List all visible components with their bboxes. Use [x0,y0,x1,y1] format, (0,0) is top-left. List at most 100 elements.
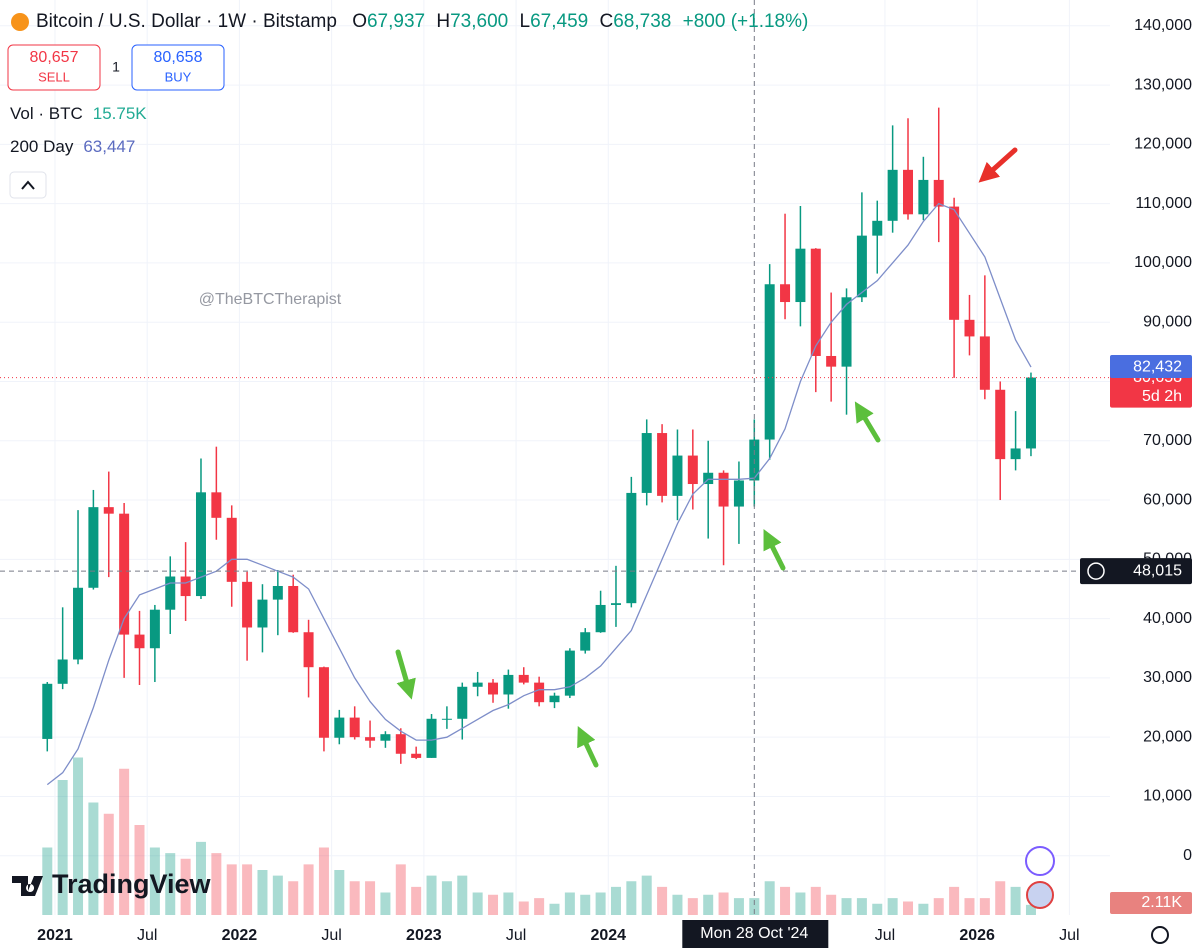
ohlc-key: H [436,11,450,32]
volume-legend-value: 15.75K [93,104,148,123]
volume-bar [841,898,852,915]
buy-box[interactable] [131,44,225,91]
candle-body [979,336,990,390]
candle-body [180,576,191,597]
candle-body [380,734,391,741]
crosshair-y-label: 48,015 [1133,562,1182,579]
candle-body [303,632,314,668]
candle-body [195,492,206,597]
volume-bar [795,892,806,915]
buy-price[interactable]: 80,658 [154,49,203,66]
candle-body [595,604,606,633]
y-tick-label: 70,000 [1143,432,1192,449]
candle-body [795,248,806,303]
volume-bar [580,894,591,915]
volume-bar [103,813,114,915]
candle-body [411,753,422,758]
volume-bar [764,881,775,915]
volume-bar [119,768,130,915]
volume-bar [826,894,837,915]
candle-body [949,206,960,320]
volume-bar [149,847,160,915]
ma-legend: 200 Day 63,447 [10,137,135,156]
volume-bar [395,864,406,915]
volume-bar [534,898,545,915]
candle-body [441,718,452,720]
x-tick-label: Jul [137,927,157,944]
volume-bar [1010,886,1021,915]
icon[interactable] [1026,881,1054,909]
sell-box[interactable] [7,44,101,91]
y-tick-label: 40,000 [1143,610,1192,627]
x-tick-label: Jul [875,927,895,944]
candle-body [641,433,652,493]
candle-body [288,585,299,633]
sell-label[interactable]: SELL [38,69,70,84]
volume-bar [242,864,253,915]
y-tick-label: 120,000 [1134,136,1192,153]
sell-price[interactable]: 80,657 [30,49,79,66]
volume-bar [687,898,698,915]
symbol-title: Bitcoin / U.S. Dollar · 1W · Bitstamp [36,11,337,32]
y-tick-label: 30,000 [1143,669,1192,686]
volume-bar [165,853,176,915]
volume-bar [134,825,145,915]
volume-bar [610,886,621,915]
candle-body [134,634,145,649]
candle-body [88,507,99,588]
candle-body [933,179,944,207]
axes: 010,00020,00030,00040,00050,00060,00070,… [37,17,1192,948]
x-tick-label: 2022 [222,927,258,944]
candle-body [226,517,237,582]
arrow [763,529,786,571]
volume-bar [349,881,360,915]
ohlc-key: C [600,11,614,32]
ohlc-value: 68,738 [613,11,671,32]
volume-bar [426,875,437,915]
volume-bar [749,898,760,915]
watermark: @TheBTCTherapist [199,291,342,308]
arrow [854,401,881,443]
ohlc-key: O [352,11,367,32]
ohlc-value: 73,600 [450,11,508,32]
volume-bar [780,886,791,915]
x-tick-label: 2023 [406,927,442,944]
candle-body [426,718,437,758]
ma-label-box [1110,355,1192,379]
candle-body [626,492,637,604]
x-tick-label: Jul [1059,927,1079,944]
collapse-button[interactable] [9,171,47,199]
candle-body [503,674,514,695]
ma-line [46,202,1032,786]
candle-body [610,603,621,605]
arrow [577,725,599,768]
icon[interactable] [1025,846,1055,876]
buy-label[interactable]: BUY [165,69,192,84]
volume-bar [488,894,499,915]
settings-icon[interactable] [1151,926,1169,944]
sell-button[interactable]: 80,657 SELL [7,44,101,91]
volume-bar [703,894,714,915]
candle-body [780,284,791,303]
price-countdown: 5d 2h [1142,388,1182,405]
candle-body [534,682,545,703]
candle-body [903,169,914,215]
volume-bar [441,881,452,915]
buy-button[interactable]: 80,658 BUY [131,44,225,91]
candle-body [549,695,560,703]
collapse-box[interactable] [9,171,47,199]
ohlc-value: 67,459 [530,11,588,32]
volume-bar [334,870,345,915]
ohlc-key: L [520,11,531,32]
candle-body [73,587,84,660]
volume-bar [180,858,191,915]
candle-body [518,674,529,683]
y-tick-label: 140,000 [1134,17,1192,34]
logo-text: TradingView [52,869,212,899]
candle-body [103,507,114,514]
candle-body [687,455,698,485]
collapse-icon[interactable] [21,180,35,190]
candle-body [334,717,345,738]
y-tick-label: 90,000 [1143,313,1192,330]
quantity: 1 [112,59,120,75]
